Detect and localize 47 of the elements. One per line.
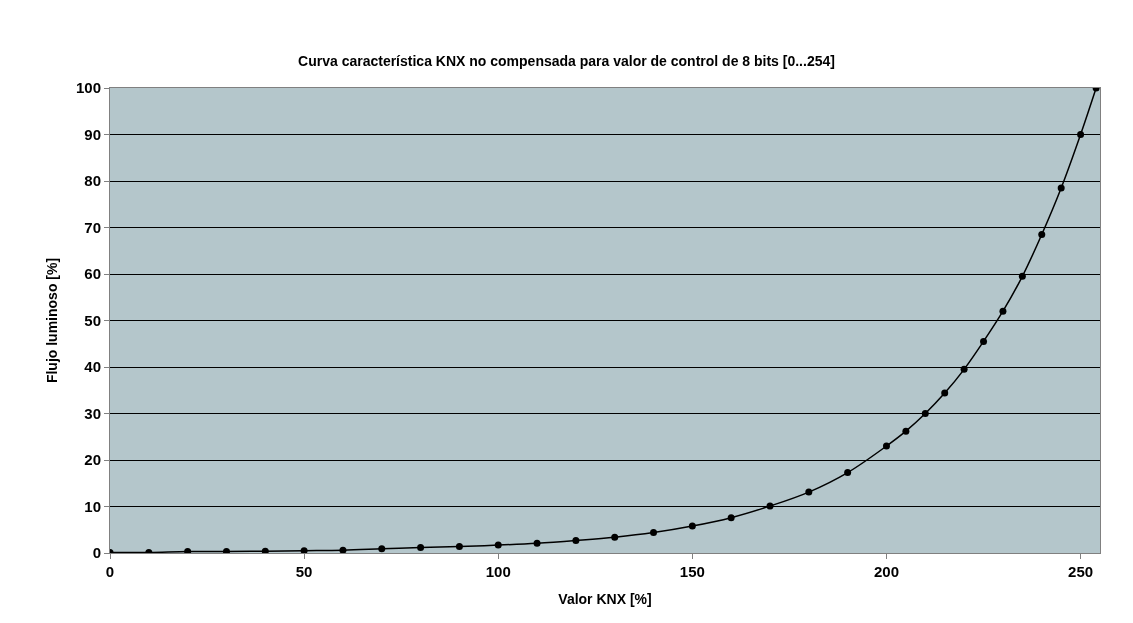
point	[417, 543, 425, 551]
point	[378, 545, 386, 553]
point	[844, 469, 852, 477]
point	[1077, 131, 1085, 138]
point	[882, 442, 890, 450]
x-tick-label: 0	[105, 563, 115, 580]
y-tick-label: 80	[84, 172, 101, 190]
y-tick-label: 60	[84, 265, 101, 283]
x-axis-title: Valor KNX [%]	[558, 591, 652, 608]
point	[941, 389, 949, 397]
y-tick-label: 20	[84, 451, 101, 469]
y-tick-label: 0	[92, 544, 101, 562]
y-tick-label: 40	[84, 358, 101, 376]
point	[688, 522, 696, 530]
y-tick-label: 30	[84, 404, 101, 422]
point	[300, 547, 308, 553]
point	[339, 546, 347, 553]
point	[455, 542, 463, 550]
point	[727, 514, 735, 522]
point	[805, 488, 813, 496]
point	[921, 410, 929, 417]
y-tick-label: 90	[84, 125, 101, 143]
x-tick-label: 250	[1068, 563, 1094, 580]
point	[533, 539, 541, 547]
point	[1038, 230, 1046, 238]
point	[902, 427, 910, 435]
point	[494, 541, 502, 549]
chart-title: Curva característica KNX no compensada para valor de control de 8 bits [0...254]	[298, 52, 835, 69]
point	[611, 533, 619, 541]
point	[980, 337, 988, 345]
point	[650, 529, 658, 537]
point	[960, 365, 968, 373]
point	[1018, 272, 1026, 280]
y-tick-label: 70	[84, 218, 101, 236]
x-tick-label: 150	[679, 563, 705, 580]
point	[261, 547, 269, 553]
y-axis-title: Flujo luminoso [%]	[43, 257, 60, 384]
y-tick-label: 50	[84, 311, 101, 329]
x-tick-label: 200	[873, 563, 899, 580]
x-tick-label: 50	[295, 563, 313, 580]
point	[999, 307, 1007, 315]
x-tick-label: 100	[485, 563, 511, 580]
point	[1057, 184, 1065, 192]
y-tick-label: 100	[75, 79, 101, 97]
point	[766, 502, 774, 510]
y-tick-label: 10	[84, 497, 101, 515]
point	[572, 536, 580, 544]
